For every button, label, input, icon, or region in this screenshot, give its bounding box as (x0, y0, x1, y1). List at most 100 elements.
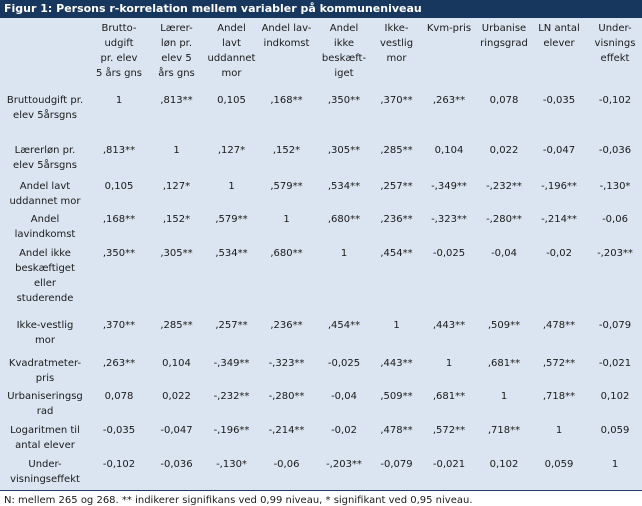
figure-title: Figur 1: Persons r-korrelation mellem va… (0, 0, 642, 18)
cell: 0,105 (104, 181, 134, 192)
row-label: Ikke-vestlig mor (0, 315, 90, 353)
column-header: Lærer-løn pr. elev 5 års gns (148, 18, 205, 90)
header-line: mor (386, 53, 407, 64)
header-line: Kvm-pris (426, 23, 472, 34)
cell: ,718** (487, 425, 521, 436)
row-label: Kvadratmeter-pris (0, 353, 90, 386)
correlation-table: Brutto-udgift pr. elev 5 års gns Lærer-løn … (0, 18, 642, 491)
cell: 1 (445, 358, 453, 369)
cell: 1 (340, 248, 348, 259)
row-label-line: lavindkomst (14, 229, 76, 240)
cell: -0,06 (602, 214, 628, 225)
cell: -0,079 (380, 459, 413, 470)
cell: ,443** (432, 320, 466, 331)
cell: -,203** (326, 459, 362, 470)
cell: -,349** (431, 181, 467, 192)
cell: 0,102 (600, 391, 630, 402)
header-line: mor (221, 68, 242, 79)
cell: ,572** (542, 358, 576, 369)
footnote: N: mellem 265 og 268. ** indikerer signi… (4, 494, 473, 506)
cell: -0,036 (598, 145, 632, 156)
cell: ,370** (380, 95, 413, 106)
header-line: Urbanise (481, 23, 527, 34)
table-row: Andel ikke beskæftiget eller studerende ,350… (0, 243, 642, 315)
row-label-line: studerende (16, 293, 74, 304)
row-label: Bruttoudgift pr. elev 5årsgns (0, 90, 90, 140)
cell: ,236** (380, 214, 413, 225)
header-line: effekt (600, 53, 630, 64)
cell: ,350** (102, 248, 136, 259)
cell: -0,021 (432, 459, 466, 470)
cell: 1 (611, 459, 619, 470)
row-label-line: pris (35, 373, 55, 384)
cell: -,323** (268, 358, 305, 369)
cell: 1 (228, 181, 235, 192)
cell: -0,02 (331, 425, 357, 436)
cell: -0,036 (160, 459, 193, 470)
cell: 0,078 (104, 391, 134, 402)
header-line: løn pr. (160, 38, 193, 49)
cell: -0,047 (160, 425, 193, 436)
row-label-line: rad (36, 406, 54, 417)
cell: -,130* (216, 459, 247, 470)
cell: ,680** (270, 248, 303, 259)
header-line: indkomst (263, 38, 310, 49)
cell: -,130* (599, 181, 631, 192)
header-line: Andel (329, 23, 359, 34)
row-label-line: elev 5årsgns (13, 160, 77, 171)
cell: -,232** (486, 181, 522, 192)
header-line: iget (334, 68, 354, 79)
row-label-line: Urbaniseringsg (7, 391, 83, 402)
table-row: Under-visningseffekt -0,102 -0,036 -,130* -0… (0, 454, 642, 490)
column-header: Kvm-pris (420, 18, 478, 90)
cell: ,681** (432, 391, 466, 402)
cell: ,680** (327, 214, 361, 225)
column-header: Andel lavt uddannet mor (205, 18, 258, 90)
cell: ,152* (272, 145, 301, 156)
cell: 0,059 (600, 425, 630, 436)
cell: -0,102 (598, 95, 632, 106)
cell: 1 (555, 425, 563, 436)
row-label-line: elev 5årsgns (13, 110, 77, 121)
header-line: Under- (598, 23, 632, 34)
table-row: Kvadratmeter-pris ,263** 0,104 -,349** -,323… (0, 353, 642, 386)
row-label-line: Andel lavt (19, 181, 71, 192)
cell: 0,078 (489, 95, 519, 106)
cell: ,454** (327, 320, 361, 331)
cell: ,534** (327, 181, 361, 192)
cell: -,280** (268, 391, 305, 402)
header-line: års gns (158, 68, 195, 79)
cell: ,285** (380, 145, 413, 156)
cell: ,443** (380, 358, 413, 369)
cell: ,813** (160, 95, 193, 106)
header-line: pr. elev (100, 53, 138, 64)
cell: -,280** (486, 214, 522, 225)
cell: ,305** (327, 145, 361, 156)
column-header: Andel ikke beskæft-iget (315, 18, 373, 90)
cell: -,323** (431, 214, 467, 225)
cell: 0,104 (162, 358, 191, 369)
cell: -0,102 (102, 459, 136, 470)
row-label-line: Logaritmen til (10, 425, 80, 436)
column-header: Urbanise ringsgrad (478, 18, 530, 90)
header-line: udgift (104, 38, 134, 49)
header-line: Andel lav- (261, 23, 312, 34)
cell: 0,022 (162, 391, 191, 402)
cell: ,509** (487, 320, 521, 331)
cell: -0,04 (331, 391, 357, 402)
table-row: Bruttoudgift pr. elev 5årsgns 1 ,813** 0,105… (0, 90, 642, 140)
header-line: lavt (222, 38, 241, 49)
header-line: Lærer- (160, 23, 193, 34)
cell: ,370** (102, 320, 136, 331)
cell: 1 (173, 145, 180, 156)
cell: 1 (393, 320, 400, 331)
header-line: Ikke- (384, 23, 409, 34)
cell: -,232** (213, 391, 250, 402)
column-header: Andel lav-indkomst (258, 18, 315, 90)
row-label: Andel ikke beskæftiget eller studerende (0, 243, 90, 315)
cell: 0,104 (434, 145, 464, 156)
cell: 0,022 (489, 145, 519, 156)
cell: ,257** (380, 181, 413, 192)
cell: -0,04 (491, 248, 517, 259)
